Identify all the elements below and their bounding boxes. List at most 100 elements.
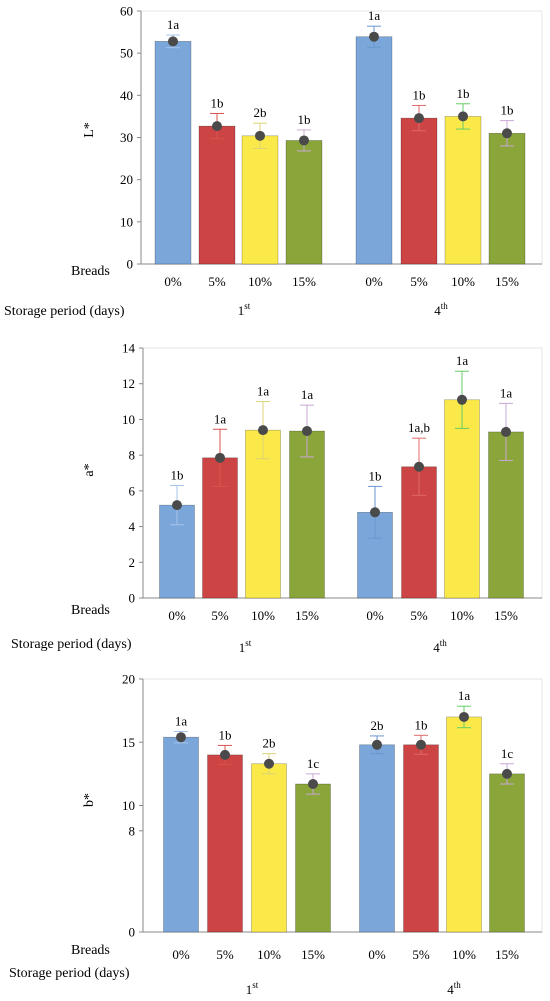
x-category-label: 15%: [292, 274, 316, 289]
significance-label: 1b: [369, 468, 382, 483]
y-tick-label: 12: [122, 376, 135, 391]
x-category-label: 0%: [172, 947, 190, 962]
bar: [400, 117, 438, 265]
bar: [488, 132, 526, 265]
x-category-label: 10%: [248, 274, 272, 289]
y-tick-label: 8: [129, 823, 136, 838]
significance-label: 1a: [214, 411, 227, 426]
plot-frame: [142, 678, 543, 933]
y-axis-label: L*: [82, 122, 97, 138]
bar: [289, 430, 325, 599]
bar: [198, 125, 236, 265]
bar: [154, 41, 192, 265]
group-label: 1st: [238, 301, 251, 318]
y-tick-label: 0: [129, 925, 136, 940]
x-category-label: 5%: [410, 274, 428, 289]
x-category-label: 0%: [368, 947, 386, 962]
bar: [285, 140, 323, 265]
group-label: 1st: [239, 638, 252, 655]
x-category-label: 15%: [494, 608, 518, 623]
significance-label: 1b: [298, 112, 311, 127]
breads-label: Breads: [71, 264, 110, 279]
mean-marker: [457, 394, 467, 405]
x-category-label: 0%: [366, 608, 384, 623]
mean-marker: [414, 113, 424, 124]
significance-label: 2b: [371, 718, 384, 733]
chart-panel: 0 10 20 30 40 50 60 L* 1a 0% 1b 5% 2b 10% 1b 15% 1st 1a 0%…: [4, 4, 543, 319]
x-category-label: 0%: [365, 274, 383, 289]
bar: [251, 763, 287, 933]
y-tick-label: 10: [120, 214, 133, 229]
y-axis-label: a*: [82, 463, 97, 476]
y-tick-label: 2: [129, 555, 136, 570]
group-label: 1st: [246, 980, 259, 997]
breads-label: Breads: [71, 943, 110, 958]
significance-label: 2b: [254, 105, 267, 120]
x-category-label: 10%: [257, 947, 281, 962]
chart-panel: 0 2 4 6 8 10 12 14 a* 1b 0% 1a 5% 1a 10% 1a 15% 1st 1b 0% 1a…: [11, 341, 543, 655]
bar: [489, 773, 525, 933]
storage-period-label: Storage period (days): [4, 304, 125, 319]
bar: [444, 399, 480, 599]
y-tick-label: 40: [120, 88, 133, 103]
y-axis-label: b*: [82, 793, 97, 807]
mean-marker: [172, 500, 182, 511]
x-category-label: 5%: [216, 947, 234, 962]
significance-label: 1b: [219, 727, 232, 742]
mean-marker: [459, 711, 469, 722]
mean-marker: [308, 778, 318, 789]
y-tick-label: 20: [122, 672, 135, 687]
mean-marker: [299, 135, 309, 146]
y-tick-label: 14: [122, 341, 136, 356]
x-category-label: 5%: [208, 274, 226, 289]
mean-marker: [255, 130, 265, 141]
storage-period-label: Storage period (days): [11, 637, 132, 652]
significance-label: 1c: [307, 756, 320, 771]
significance-label: 1b: [211, 95, 224, 110]
significance-label: 1b: [501, 103, 514, 118]
mean-marker: [212, 121, 222, 132]
significance-label: 1a: [257, 384, 270, 399]
bar: [355, 36, 393, 265]
significance-label: 1c: [501, 746, 514, 761]
mean-marker: [220, 749, 230, 760]
y-tick-label: 6: [129, 483, 136, 498]
y-tick-label: 0: [127, 257, 134, 272]
x-category-label: 10%: [251, 608, 275, 623]
mean-marker: [168, 36, 178, 47]
y-tick-label: 30: [120, 130, 133, 145]
x-category-label: 10%: [452, 947, 476, 962]
significance-label: 1a,b: [408, 420, 430, 435]
bar: [446, 716, 482, 933]
y-tick-label: 10: [122, 412, 135, 427]
significance-label: 1a: [175, 713, 188, 728]
mean-marker: [501, 426, 511, 437]
significance-label: 1a: [456, 353, 469, 368]
significance-label: 1a: [301, 387, 314, 402]
x-category-label: 15%: [301, 947, 325, 962]
significance-label: 1b: [171, 468, 184, 483]
mean-marker: [502, 128, 512, 139]
x-category-label: 10%: [450, 608, 474, 623]
mean-marker: [458, 111, 468, 122]
mean-marker: [370, 507, 380, 518]
mean-marker: [302, 426, 312, 437]
x-category-label: 15%: [495, 947, 519, 962]
storage-period-label: Storage period (days): [9, 966, 130, 981]
mean-marker: [264, 758, 274, 769]
y-tick-label: 8: [129, 448, 136, 463]
group-label: 4th: [434, 301, 448, 318]
mean-marker: [258, 425, 268, 436]
x-category-label: 15%: [295, 608, 319, 623]
y-tick-label: 20: [120, 172, 133, 187]
group-label: 4th: [447, 980, 461, 997]
significance-label: 2b: [263, 736, 276, 751]
mean-marker: [176, 732, 186, 743]
mean-marker: [502, 768, 512, 779]
significance-label: 1a: [167, 17, 180, 32]
bar: [207, 754, 243, 933]
y-tick-label: 10: [122, 798, 135, 813]
mean-marker: [414, 461, 424, 472]
significance-label: 1a: [500, 385, 513, 400]
